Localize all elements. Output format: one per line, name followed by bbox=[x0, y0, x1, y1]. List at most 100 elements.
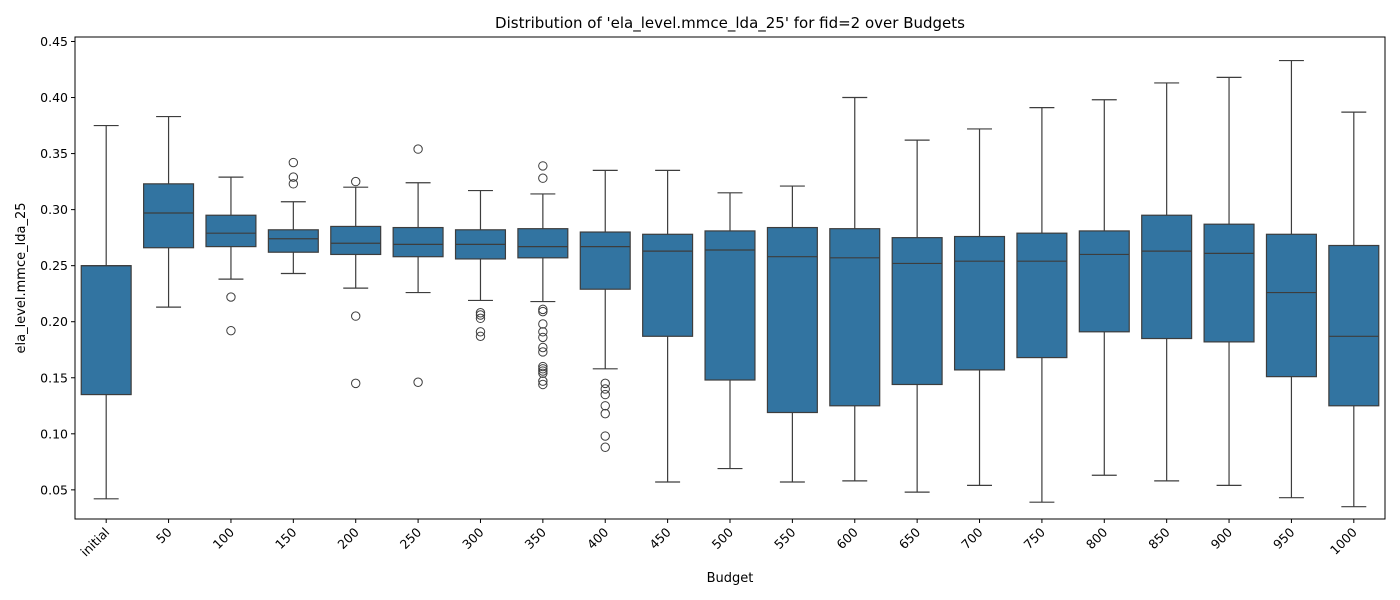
y-axis-label: ela_level.mmce_lda_25 bbox=[14, 203, 29, 354]
box-iqr bbox=[1016, 232, 1068, 359]
x-tick-label: 850 bbox=[1145, 524, 1173, 552]
box-iqr bbox=[330, 225, 382, 256]
box-iqr bbox=[829, 228, 881, 407]
y-axis: 0.05 0.10 0.15 0.20 0.25 0.30 0.35 0.40 0.45 bbox=[40, 34, 75, 497]
outlier-point bbox=[475, 308, 486, 318]
outlier-point bbox=[475, 310, 486, 320]
outlier-point bbox=[538, 327, 548, 337]
outlier-point bbox=[351, 311, 361, 321]
outlier-point bbox=[538, 304, 548, 315]
box-group-900 bbox=[1203, 76, 1255, 486]
box-group-450 bbox=[642, 169, 694, 483]
y-tick-label: 0.10 bbox=[40, 426, 68, 441]
box-iqr bbox=[766, 226, 818, 414]
box-group-350 bbox=[517, 161, 569, 390]
y-tick-label: 0.40 bbox=[40, 90, 68, 105]
box-iqr bbox=[642, 233, 694, 337]
box-group-300 bbox=[454, 189, 507, 341]
x-tick-label: 400 bbox=[584, 524, 612, 552]
outlier-point bbox=[351, 378, 361, 389]
y-tick-label: 0.25 bbox=[40, 258, 68, 273]
outlier-point bbox=[538, 376, 548, 386]
y-tick-label: 0.05 bbox=[40, 482, 68, 497]
x-tick-label: 50 bbox=[153, 524, 175, 546]
box-group-150 bbox=[267, 157, 319, 275]
x-tick-label: initial bbox=[77, 525, 112, 560]
box-iqr bbox=[517, 228, 569, 259]
x-tick-label: 550 bbox=[771, 524, 799, 552]
x-axis: initial 50 100 150 200 250 300 350 400 450 500 550 6… bbox=[77, 519, 1360, 559]
y-tick-label: 0.15 bbox=[40, 370, 68, 385]
outlier-point bbox=[538, 347, 548, 357]
box-iqr bbox=[392, 226, 444, 258]
outlier-point bbox=[538, 173, 548, 183]
box-group-500 bbox=[704, 192, 756, 470]
box-group-50 bbox=[143, 115, 195, 308]
outlier-point bbox=[226, 292, 236, 302]
x-tick-label: 500 bbox=[709, 524, 737, 552]
x-tick-label: 700 bbox=[958, 524, 986, 552]
x-tick-label: 250 bbox=[397, 524, 425, 552]
x-tick-label: 350 bbox=[522, 524, 550, 552]
outlier-point bbox=[600, 401, 610, 411]
outlier-point bbox=[351, 176, 361, 187]
x-tick-label: 200 bbox=[334, 524, 362, 552]
outlier-point bbox=[600, 431, 610, 441]
outlier-point bbox=[226, 325, 236, 336]
box-group-400 bbox=[579, 169, 631, 452]
x-tick-label: 750 bbox=[1021, 524, 1049, 552]
outlier-point bbox=[413, 144, 423, 154]
box-iqr bbox=[1265, 233, 1317, 378]
x-axis-label: Budget bbox=[707, 571, 754, 586]
box-iqr bbox=[891, 237, 943, 386]
box-iqr bbox=[1141, 214, 1193, 340]
outlier-point bbox=[475, 327, 486, 337]
box-iqr bbox=[143, 183, 195, 249]
outlier-point bbox=[538, 379, 548, 390]
box-group-250 bbox=[392, 144, 444, 387]
outlier-point bbox=[538, 368, 548, 378]
outlier-point bbox=[288, 172, 299, 182]
box-group-550 bbox=[766, 185, 818, 483]
x-tick-label: 1000 bbox=[1327, 524, 1360, 557]
outlier-point bbox=[288, 157, 299, 168]
box-group-initial bbox=[80, 124, 132, 500]
outlier-point bbox=[600, 384, 610, 394]
box-iqr bbox=[953, 235, 1006, 371]
outlier-point bbox=[538, 342, 548, 353]
box-group-700 bbox=[953, 128, 1006, 486]
outlier-point bbox=[288, 179, 299, 189]
y-tick-label: 0.35 bbox=[40, 146, 68, 161]
box-group-1000 bbox=[1328, 111, 1380, 508]
y-tick-label: 0.30 bbox=[40, 202, 68, 217]
outlier-point bbox=[475, 313, 486, 324]
outlier-point bbox=[600, 378, 610, 389]
y-tick-label: 0.45 bbox=[40, 34, 68, 49]
box-iqr bbox=[1078, 230, 1130, 333]
outlier-point bbox=[538, 366, 548, 376]
outlier-point bbox=[538, 364, 548, 374]
box-group-950 bbox=[1265, 59, 1317, 499]
box-group-800 bbox=[1078, 99, 1130, 476]
outlier-point bbox=[538, 319, 548, 329]
box-group-750 bbox=[1016, 107, 1068, 503]
plot-area bbox=[80, 59, 1380, 508]
box-iqr bbox=[267, 229, 319, 253]
box-iqr bbox=[205, 214, 257, 248]
box-group-600 bbox=[829, 96, 881, 482]
box-group-200 bbox=[330, 176, 382, 389]
box-iqr bbox=[579, 231, 631, 290]
x-tick-label: 100 bbox=[210, 524, 238, 552]
x-tick-label: 150 bbox=[272, 524, 300, 552]
outlier-point bbox=[538, 306, 548, 317]
outlier-point bbox=[538, 161, 548, 171]
x-tick-label: 450 bbox=[646, 524, 674, 552]
outlier-point bbox=[538, 361, 548, 372]
outlier-point bbox=[600, 408, 610, 419]
box-group-850 bbox=[1141, 82, 1193, 482]
box-iqr bbox=[704, 230, 756, 381]
box-iqr bbox=[80, 265, 132, 396]
x-tick-label: 600 bbox=[833, 524, 861, 552]
x-tick-label: 300 bbox=[459, 524, 487, 552]
